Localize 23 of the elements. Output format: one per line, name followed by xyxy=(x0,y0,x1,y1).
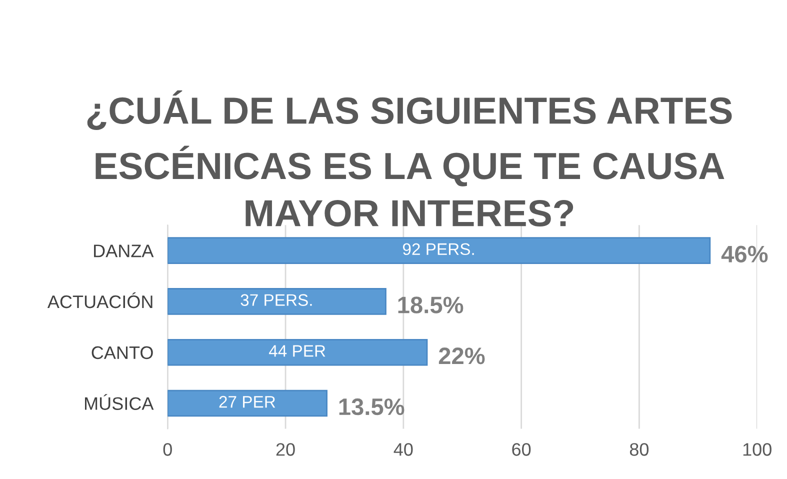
x-tick-label: 60 xyxy=(512,443,531,456)
bar xyxy=(168,390,328,417)
x-tick-label: 0 xyxy=(163,443,172,456)
bar xyxy=(168,237,711,264)
chart-title: ¿CUÁL DE LAS SIGUIENTES ARTES ESCÉNICAS ES LA QUE TE CAUSA MAYOR INTERES? xyxy=(87,90,732,227)
bar xyxy=(168,288,386,315)
y-tick-label: ACTUACIÓN xyxy=(47,292,152,308)
annotation: 13.5% xyxy=(339,398,404,416)
y-tick-label: DANZA xyxy=(94,244,154,258)
annotation: 22% xyxy=(438,348,485,364)
bar xyxy=(168,338,428,366)
y-tick-label: CANTO xyxy=(92,346,153,360)
annotation: 18.5% xyxy=(398,296,464,314)
data-label: 44 PER xyxy=(268,345,326,357)
x-tick-label: 40 xyxy=(394,443,413,456)
y-tick-label: MÚSICA xyxy=(85,394,154,410)
data-label: 92 PERS. xyxy=(402,243,474,256)
data-label: 27 PER xyxy=(219,396,276,408)
annotation: 46% xyxy=(721,246,768,262)
data-label: 37 PERS. xyxy=(240,294,312,306)
x-tick-label: 100 xyxy=(743,443,772,456)
x-tick-label: 20 xyxy=(276,443,295,456)
x-tick-label: 80 xyxy=(630,443,649,456)
